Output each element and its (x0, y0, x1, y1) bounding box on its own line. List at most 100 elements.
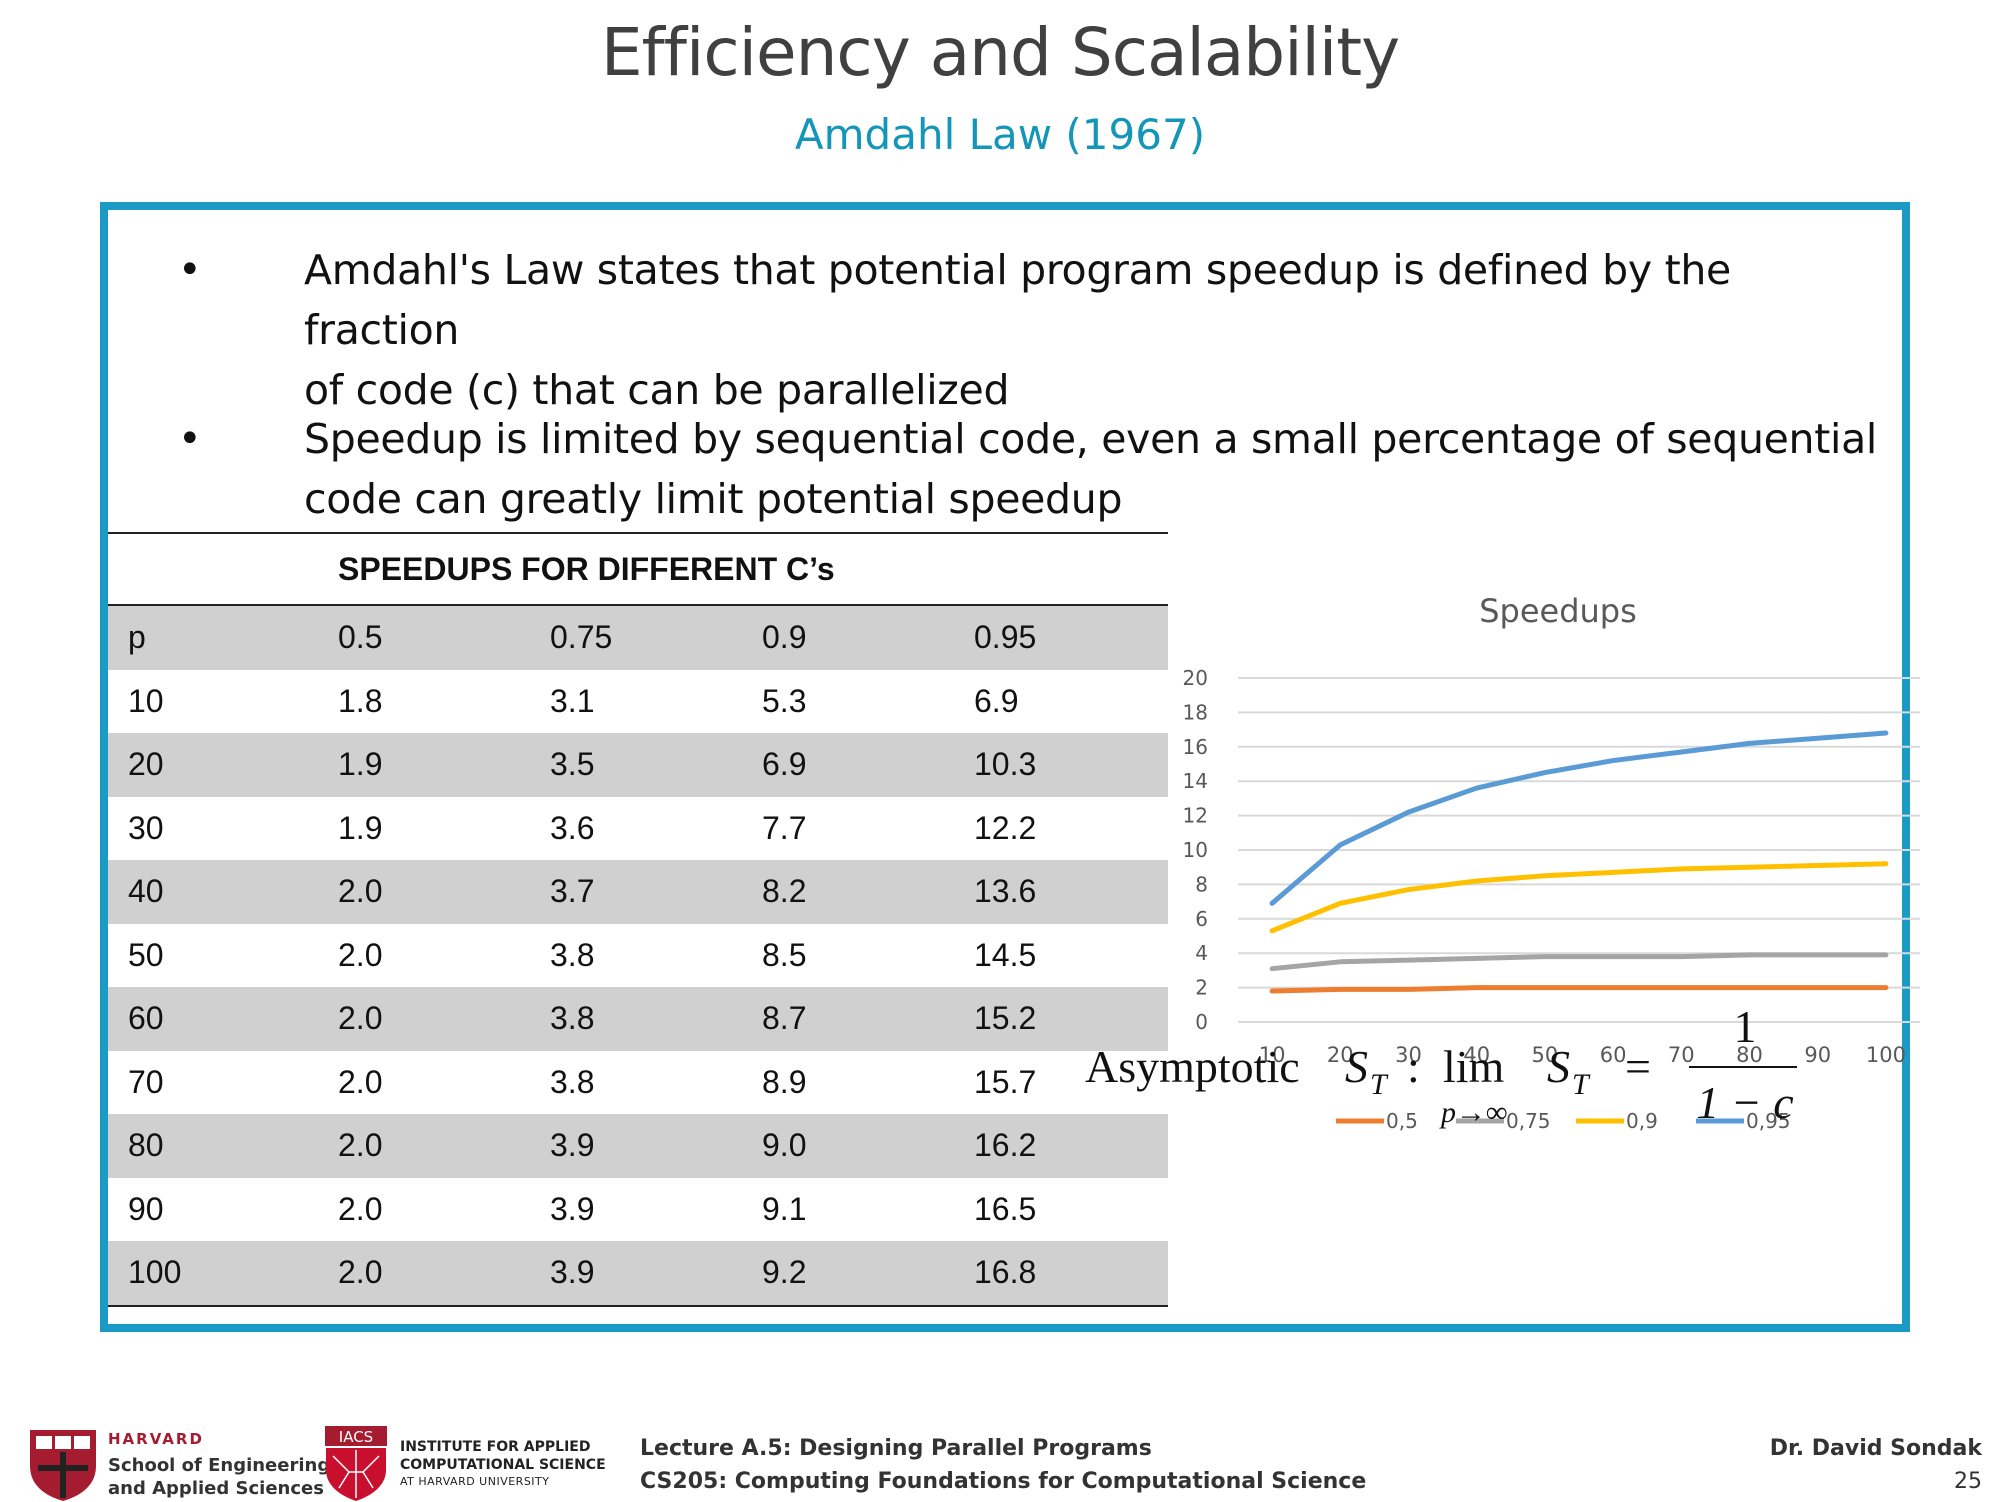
table-cell: 3.8 (530, 987, 742, 1051)
series-line (1269, 730, 1889, 906)
table-cell: 6.9 (742, 733, 954, 797)
table-cell: 8.2 (742, 860, 954, 924)
formula-lhs-sub: T (1370, 1068, 1389, 1101)
formula-numerator: 1 (1734, 1001, 1757, 1052)
formula-rhs-var: S (1547, 1041, 1570, 1092)
table-row: 50 2.0 3.8 8.5 14.5 (108, 924, 1168, 988)
iacs-line-3: AT HARVARD UNIVERSITY (400, 1475, 550, 1488)
y-tick-label: 2 (1195, 976, 1208, 1000)
table-cell: 2.0 (318, 1114, 530, 1178)
table-cell: 16.8 (954, 1241, 1168, 1307)
table-cell: 13.6 (954, 860, 1168, 924)
table-row: 60 2.0 3.8 8.7 15.2 (108, 987, 1168, 1051)
x-tick-label: 20 (1327, 1043, 1354, 1067)
table-cell: 80 (108, 1114, 318, 1178)
speedup-table: SPEEDUPS FOR DIFFERENT C’s p 0.5 0.75 0.… (108, 532, 1168, 1307)
formula-lim: lim (1443, 1041, 1505, 1092)
table-cell: 90 (128, 1190, 164, 1227)
table-cell: 6.9 (974, 682, 1019, 719)
table-cell: 1.9 (338, 809, 383, 846)
table-cell: 12.2 (974, 809, 1037, 846)
y-tick-label: 10 (1183, 838, 1208, 862)
x-tick-label: 70 (1668, 1043, 1695, 1067)
asymptotic-formula: Asymptotic S T : lim p→∞ S T = 1 1 − c (1077, 1000, 1801, 1140)
table-cell: 3.7 (530, 860, 742, 924)
table-cell: 2.0 (338, 1190, 383, 1227)
table-header-row: p 0.5 0.75 0.9 0.95 (108, 605, 1168, 670)
bullet-item: • Speedup is limited by sequential code,… (178, 409, 1878, 529)
table-cell: 40 (108, 860, 318, 924)
formula-word: Asymptotic (1085, 1041, 1300, 1092)
table-cell: 1.8 (338, 682, 383, 719)
legend-label: 0,75 (1506, 1109, 1551, 1133)
table-cell: 16.2 (954, 1114, 1168, 1178)
x-tick-label: 30 (1395, 1043, 1422, 1067)
table-cell: 15.7 (974, 1063, 1037, 1100)
iacs-line-1: INSTITUTE FOR APPLIED (400, 1439, 591, 1455)
table-cell: 16.5 (974, 1190, 1037, 1227)
footer: HARVARD School of Engineering and Applie… (0, 1420, 2000, 1501)
y-tick-label: 12 (1183, 804, 1208, 828)
table-row: 30 1.9 3.6 7.7 12.2 (108, 797, 1168, 861)
x-tick-label: 10 (1259, 1043, 1286, 1067)
table-cell: 70 (128, 1063, 164, 1100)
header-cell: 0.95 (954, 605, 1168, 670)
header-cell: p (108, 605, 318, 670)
course-title: CS205: Computing Foundations for Computa… (640, 1469, 1367, 1494)
author-info: Dr. David Sondak 25 (1770, 1432, 1982, 1498)
table-row: 70 2.0 3.8 8.9 15.7 (108, 1051, 1168, 1115)
formula-denominator: 1 − c (1696, 1077, 1793, 1128)
header-cell: 0.75 (530, 605, 742, 670)
table-cell: 7.7 (762, 809, 807, 846)
table-cell: 5.3 (762, 682, 807, 719)
table-cell: 2.0 (338, 1063, 383, 1100)
table-cell: 9.1 (762, 1190, 807, 1227)
content-box: • Amdahl's Law states that potential pro… (100, 202, 1910, 1332)
table-cell: 3.9 (530, 1114, 742, 1178)
table-row: 80 2.0 3.9 9.0 16.2 (108, 1114, 1168, 1178)
seas-wordmark: HARVARD School of Engineering and Applie… (108, 1430, 330, 1500)
bullet-marker: • (178, 416, 202, 462)
formula-colon: : (1407, 1041, 1420, 1092)
formula-equals: = (1625, 1041, 1651, 1092)
table-cell: 8.5 (762, 936, 807, 973)
series-line (1269, 952, 1889, 972)
table-cell: 3.1 (550, 682, 595, 719)
bullet-list: • Amdahl's Law states that potential pro… (178, 240, 1878, 529)
seas-line-1: School of Engineering (108, 1455, 331, 1476)
y-tick-label: 4 (1195, 941, 1208, 965)
iacs-wordmark: INSTITUTE FOR APPLIED COMPUTATIONAL SCIE… (400, 1438, 606, 1490)
table-cell: 9.0 (742, 1114, 954, 1178)
bullet-marker: • (178, 247, 202, 293)
table-cell: 1.9 (318, 733, 530, 797)
seas-harvard-label: HARVARD (108, 1430, 204, 1448)
table-cell: 60 (108, 987, 318, 1051)
table-cell: 30 (128, 809, 164, 846)
bullet-text-line: Amdahl's Law states that potential progr… (304, 246, 1731, 354)
legend-label: 0,95 (1746, 1109, 1791, 1133)
header-cell: 0.9 (742, 605, 954, 670)
table-row: 40 2.0 3.7 8.2 13.6 (108, 860, 1168, 924)
table-row: 90 2.0 3.9 9.1 16.5 (108, 1178, 1168, 1242)
x-tick-label: 60 (1600, 1043, 1627, 1067)
slide-title: Efficiency and Scalability (600, 14, 1400, 91)
iacs-logo: IACS (325, 1426, 387, 1501)
y-tick-label: 18 (1183, 700, 1208, 724)
table-row: 20 1.9 3.5 6.9 10.3 (108, 733, 1168, 797)
formula-lhs-var: S (1345, 1041, 1368, 1092)
x-tick-label: 90 (1804, 1043, 1831, 1067)
series-line (1269, 985, 1889, 994)
y-tick-label: 20 (1183, 666, 1208, 690)
table-cell: 8.7 (742, 987, 954, 1051)
table-cell: 3.6 (550, 809, 595, 846)
table-row: 10 1.8 3.1 5.3 6.9 (108, 670, 1168, 734)
lecture-info: Lecture A.5: Designing Parallel Programs… (640, 1432, 1366, 1498)
table-caption: SPEEDUPS FOR DIFFERENT C’s (318, 532, 1168, 606)
chart-title: Speedups (1479, 592, 1637, 630)
formula-rhs-sub: T (1572, 1068, 1591, 1101)
table-cell: 2.0 (318, 1241, 530, 1307)
table-cell: 3.9 (530, 1241, 742, 1307)
legend-label: 0,5 (1386, 1109, 1418, 1133)
table-cell: 100 (108, 1241, 318, 1307)
formula-lim-sub: p→∞ (1439, 1096, 1507, 1129)
